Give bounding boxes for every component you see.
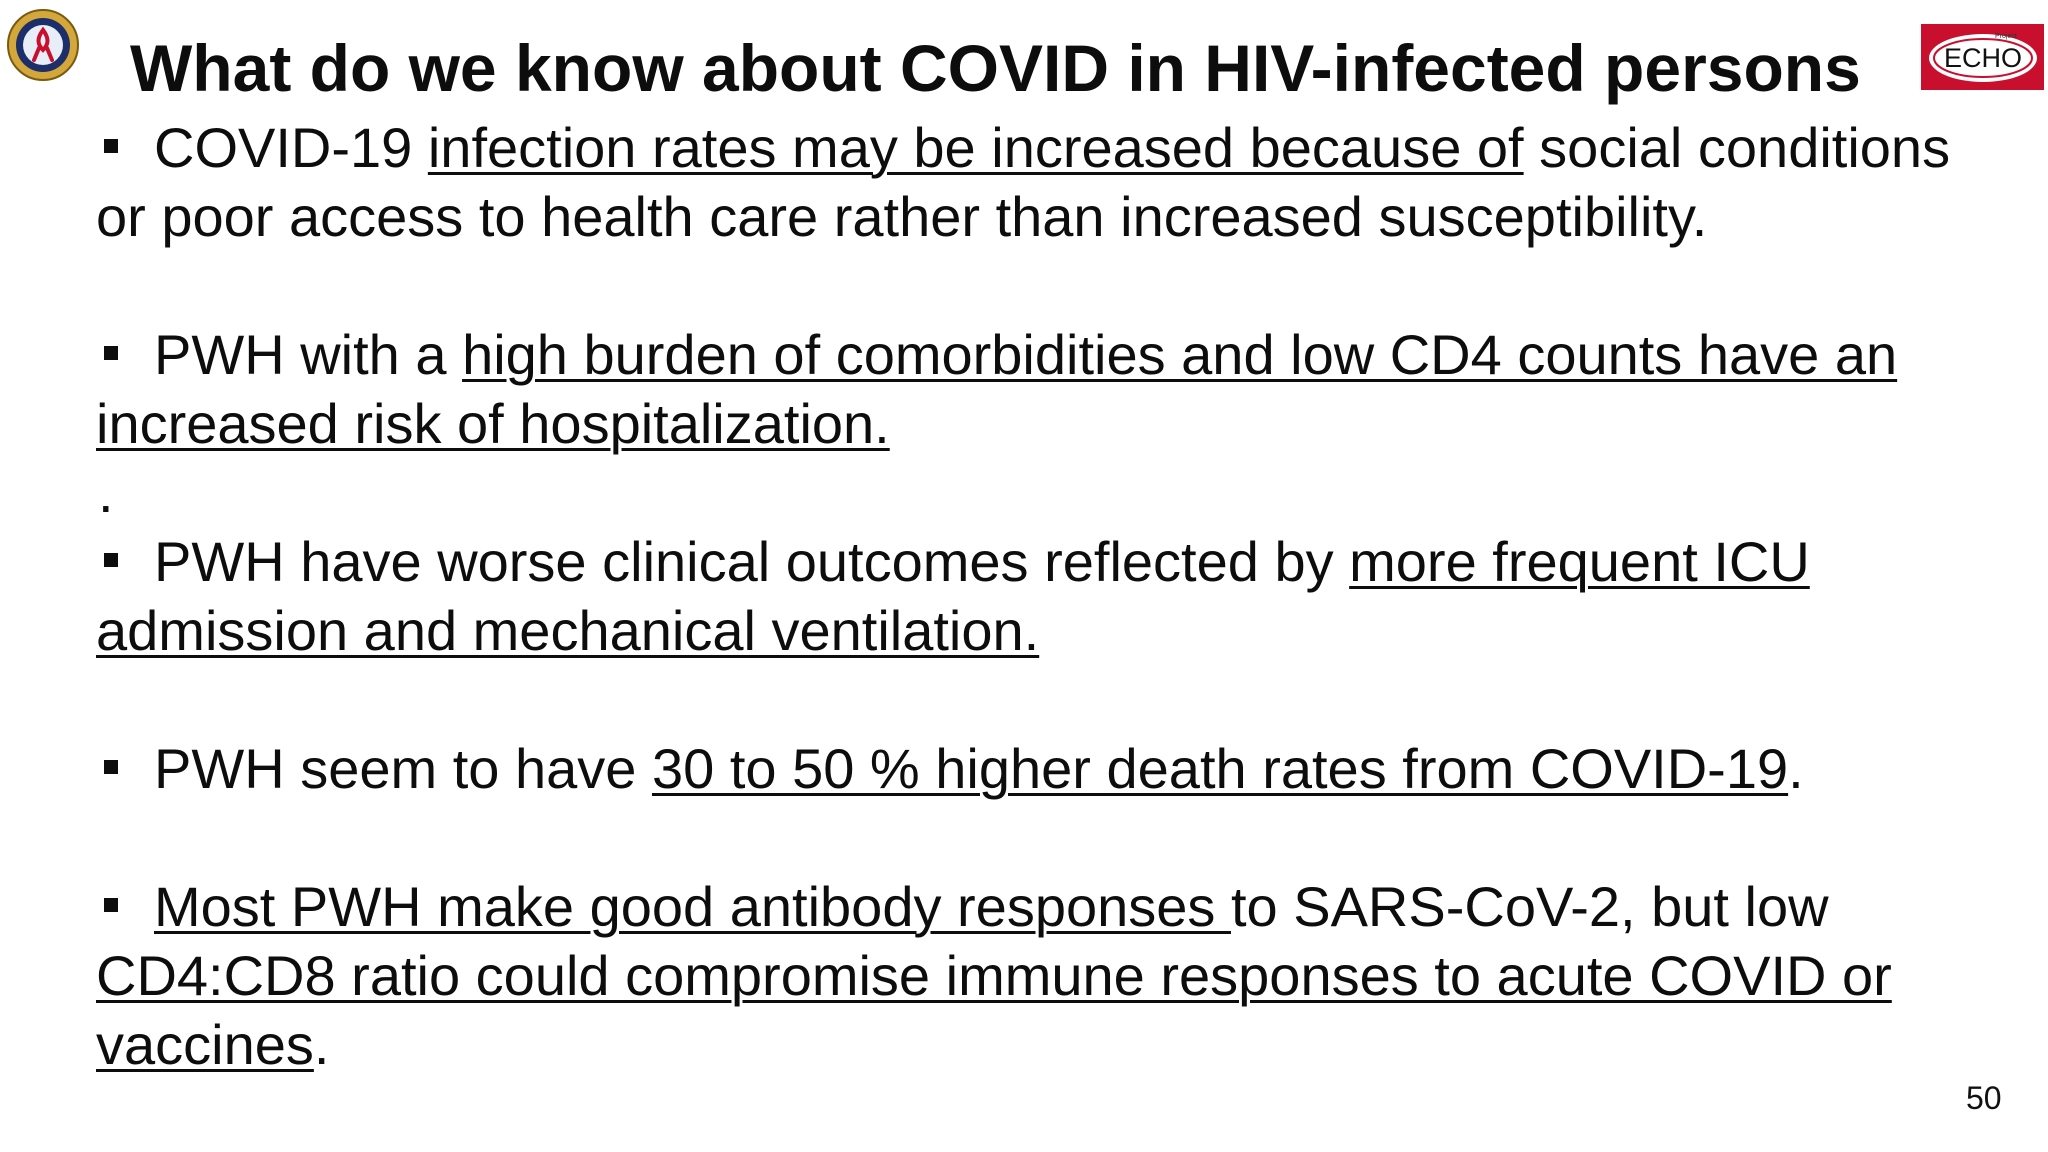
slide-title: What do we know about COVID in HIV-infec… <box>130 31 1861 105</box>
bullet-1-text-a: COVID-19 <box>154 116 428 179</box>
bullet-marker <box>96 527 154 596</box>
bullet-2-text-b: high burden of comorbidities and low CD4… <box>96 323 1898 455</box>
stray-dot: . <box>98 461 114 524</box>
bullet-marker <box>96 872 154 941</box>
bullet-3-text-a: PWH have worse clinical outcomes reflect… <box>154 530 1350 593</box>
bullet-5-text-d: . <box>313 1013 330 1076</box>
page-number: 50 <box>1966 1080 2002 1116</box>
bullet-5-text-a: Most PWH make good antibody responses <box>154 875 1231 938</box>
echo-small-text: Project <box>1995 33 2017 40</box>
department-seal-logo <box>7 9 79 81</box>
bullet-item-2: PWH with a high burden of comorbidities … <box>96 320 1976 458</box>
bullet-5-text-b: to SARS-CoV-2, but low <box>1230 875 1829 938</box>
bullet-item-5: Most PWH make good antibody responses to… <box>96 872 1976 1079</box>
bullet-marker <box>96 734 154 803</box>
bullet-1-text-b: infection rates may be increased because… <box>427 116 1524 179</box>
echo-main-text: ECHO <box>1944 43 2022 73</box>
bullet-list: COVID-19 infection rates may be increase… <box>96 113 1976 1079</box>
bullet-item-3: PWH have worse clinical outcomes reflect… <box>96 527 1976 665</box>
bullet-5-text-c: CD4:CD8 ratio could compromise immune re… <box>96 944 1892 1076</box>
bullet-1-text-c: social conditions or poor access to heal… <box>96 116 1951 248</box>
project-echo-logo: Project ECHO <box>1921 24 2044 90</box>
bullet-item-1: COVID-19 infection rates may be increase… <box>96 113 1976 251</box>
bullet-marker <box>96 113 154 182</box>
bullet-marker <box>96 320 154 389</box>
bullet-4-text-c: . <box>1788 737 1804 800</box>
bullet-4-text-a: PWH seem to have <box>154 737 652 800</box>
bullet-item-4: PWH seem to have 30 to 50 % higher death… <box>96 734 1976 803</box>
bullet-3-text-b: more frequent ICU admission and mechanic… <box>96 530 1810 662</box>
bullet-4-text-b: 30 to 50 % higher death rates from COVID… <box>651 737 1789 800</box>
bullet-2-text-a: PWH with a <box>154 323 463 386</box>
